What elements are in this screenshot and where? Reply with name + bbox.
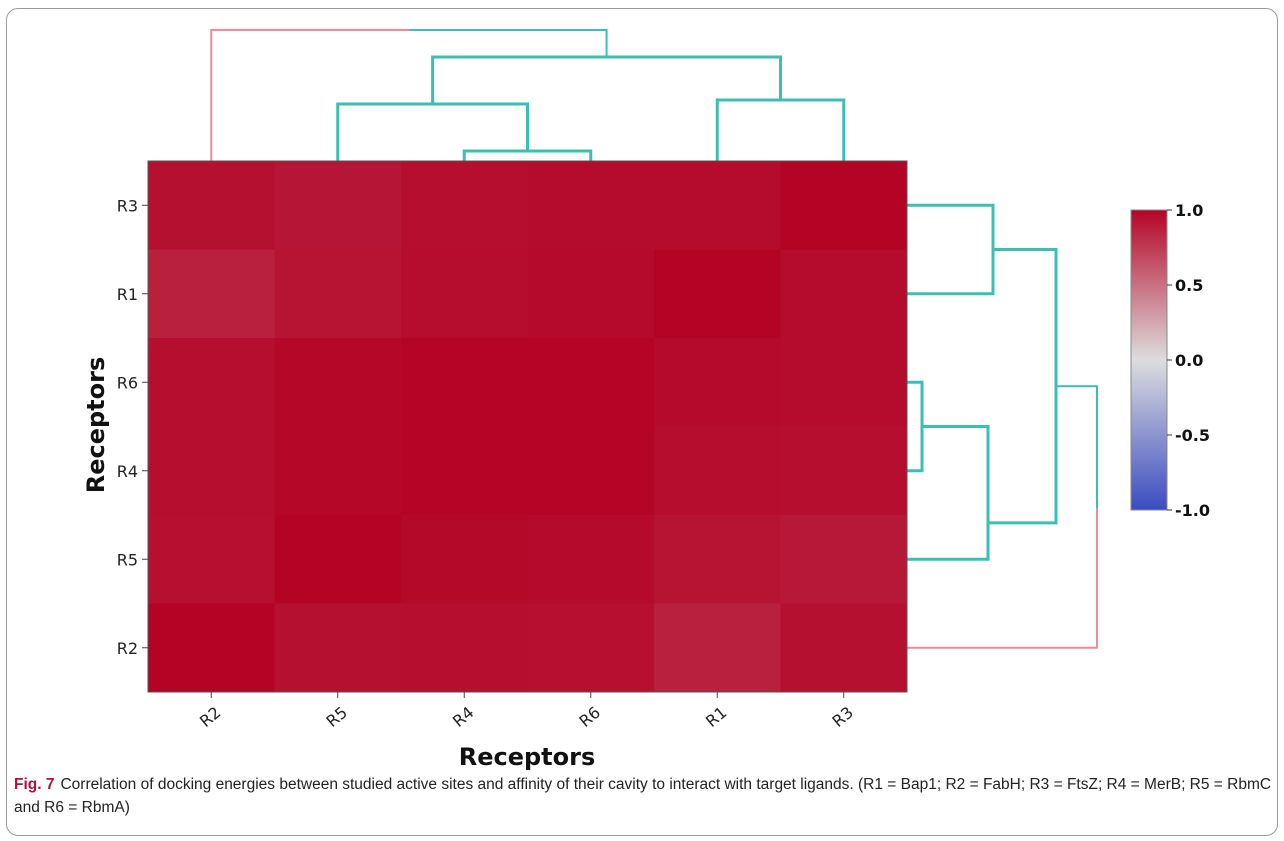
heatmap-cell [274,161,402,250]
dendrogram-link [907,380,924,473]
dendrogram-link [988,248,1058,525]
heatmap-cell [274,338,402,427]
heatmap-cell [274,515,402,604]
dendrogram-link [210,29,409,161]
heatmap-cell [780,338,908,427]
heatmap-cell [654,338,781,427]
dendrogram-link [907,508,1098,649]
heatmap-cell [527,426,655,516]
heatmap-cell [780,249,908,339]
heatmap-cell [401,338,528,427]
heatmap-chart: R2 R5 R4 R6 R1 R3 R3 R1 R6 R4 R5 R2 Receptors Rece… [82,29,1210,770]
heatmap-cell [148,249,275,339]
colorbar-tick-label: 1.0 [1175,201,1203,220]
heatmap-cell [401,603,528,693]
heatmap-cell [654,426,781,516]
heatmap-cell [654,161,781,250]
heatmap-cells [147,160,908,693]
heatmap-cell [654,249,781,339]
y-axis-title: Receptors [82,357,110,494]
colorbar-tick-label: -0.5 [1175,426,1210,445]
row-dendrogram [907,203,1098,649]
heatmap-cell [780,426,908,516]
y-tick-label: R1 [117,285,138,304]
heatmap-cell [401,426,528,516]
dendrogram-link [409,29,608,57]
heatmap-cell [148,603,275,693]
x-tick-label: R1 [702,703,731,731]
x-tick-label: R6 [576,703,605,731]
colorbar-ticks: 1.0 0.5 0.0 -0.5 -1.0 [1167,201,1210,520]
column-dendrogram [210,29,846,161]
heatmap-cell [527,338,655,427]
x-tick-label: R4 [449,703,478,731]
heatmap-cell [527,603,655,693]
dendrogram-link [715,98,846,161]
colorbar [1130,209,1168,511]
x-tick-label: R2 [196,703,225,731]
colorbar-tick-label: -1.0 [1175,501,1210,520]
caption-text: Correlation of docking energies between … [14,776,1272,816]
x-tick-label: R5 [323,703,352,731]
heatmap-cell [274,249,402,339]
y-tick-label: R5 [117,550,138,569]
dendrogram-link [907,425,990,561]
heatmap-cell [654,515,781,604]
heatmap-cell [274,603,402,693]
heatmap-cell [527,515,655,604]
y-tick-labels: R3 R1 R6 R4 R5 R2 [117,196,148,658]
x-axis-title: Receptors [459,743,596,770]
figure-caption: Fig. 7 Correlation of docking energies be… [14,773,1272,819]
heatmap-cell [148,515,275,604]
heatmap-cell [401,515,528,604]
x-tick-labels: R2 R5 R4 R6 R1 R3 [196,692,857,731]
dendrogram-link [462,149,593,161]
heatmap-cell [148,338,275,427]
colorbar-tick-label: 0.5 [1175,276,1203,295]
heatmap-cell [401,161,528,250]
heatmap-cell [401,249,528,339]
caption-label: Fig. 7 [14,776,55,793]
colorbar-tick-label: 0.0 [1175,351,1203,370]
dendrogram-link [907,203,995,296]
y-tick-label: R3 [117,196,138,215]
heatmap-cell [654,603,781,693]
heatmap-cell [527,249,655,339]
heatmap-cell [780,603,908,693]
heatmap-cell [274,426,402,516]
dendrogram-link [431,55,782,104]
heatmap-cell [780,515,908,604]
y-tick-label: R6 [117,373,138,392]
y-tick-label: R2 [117,639,138,658]
heatmap-cell [148,426,275,516]
heatmap-cell [148,161,275,250]
figure-frame [6,8,1278,836]
dendrogram-link [1056,385,1098,508]
x-tick-label: R3 [829,703,858,731]
heatmap-cell [527,161,655,250]
y-tick-label: R4 [117,462,138,481]
heatmap-border [147,160,908,693]
heatmap-cell [780,161,908,250]
